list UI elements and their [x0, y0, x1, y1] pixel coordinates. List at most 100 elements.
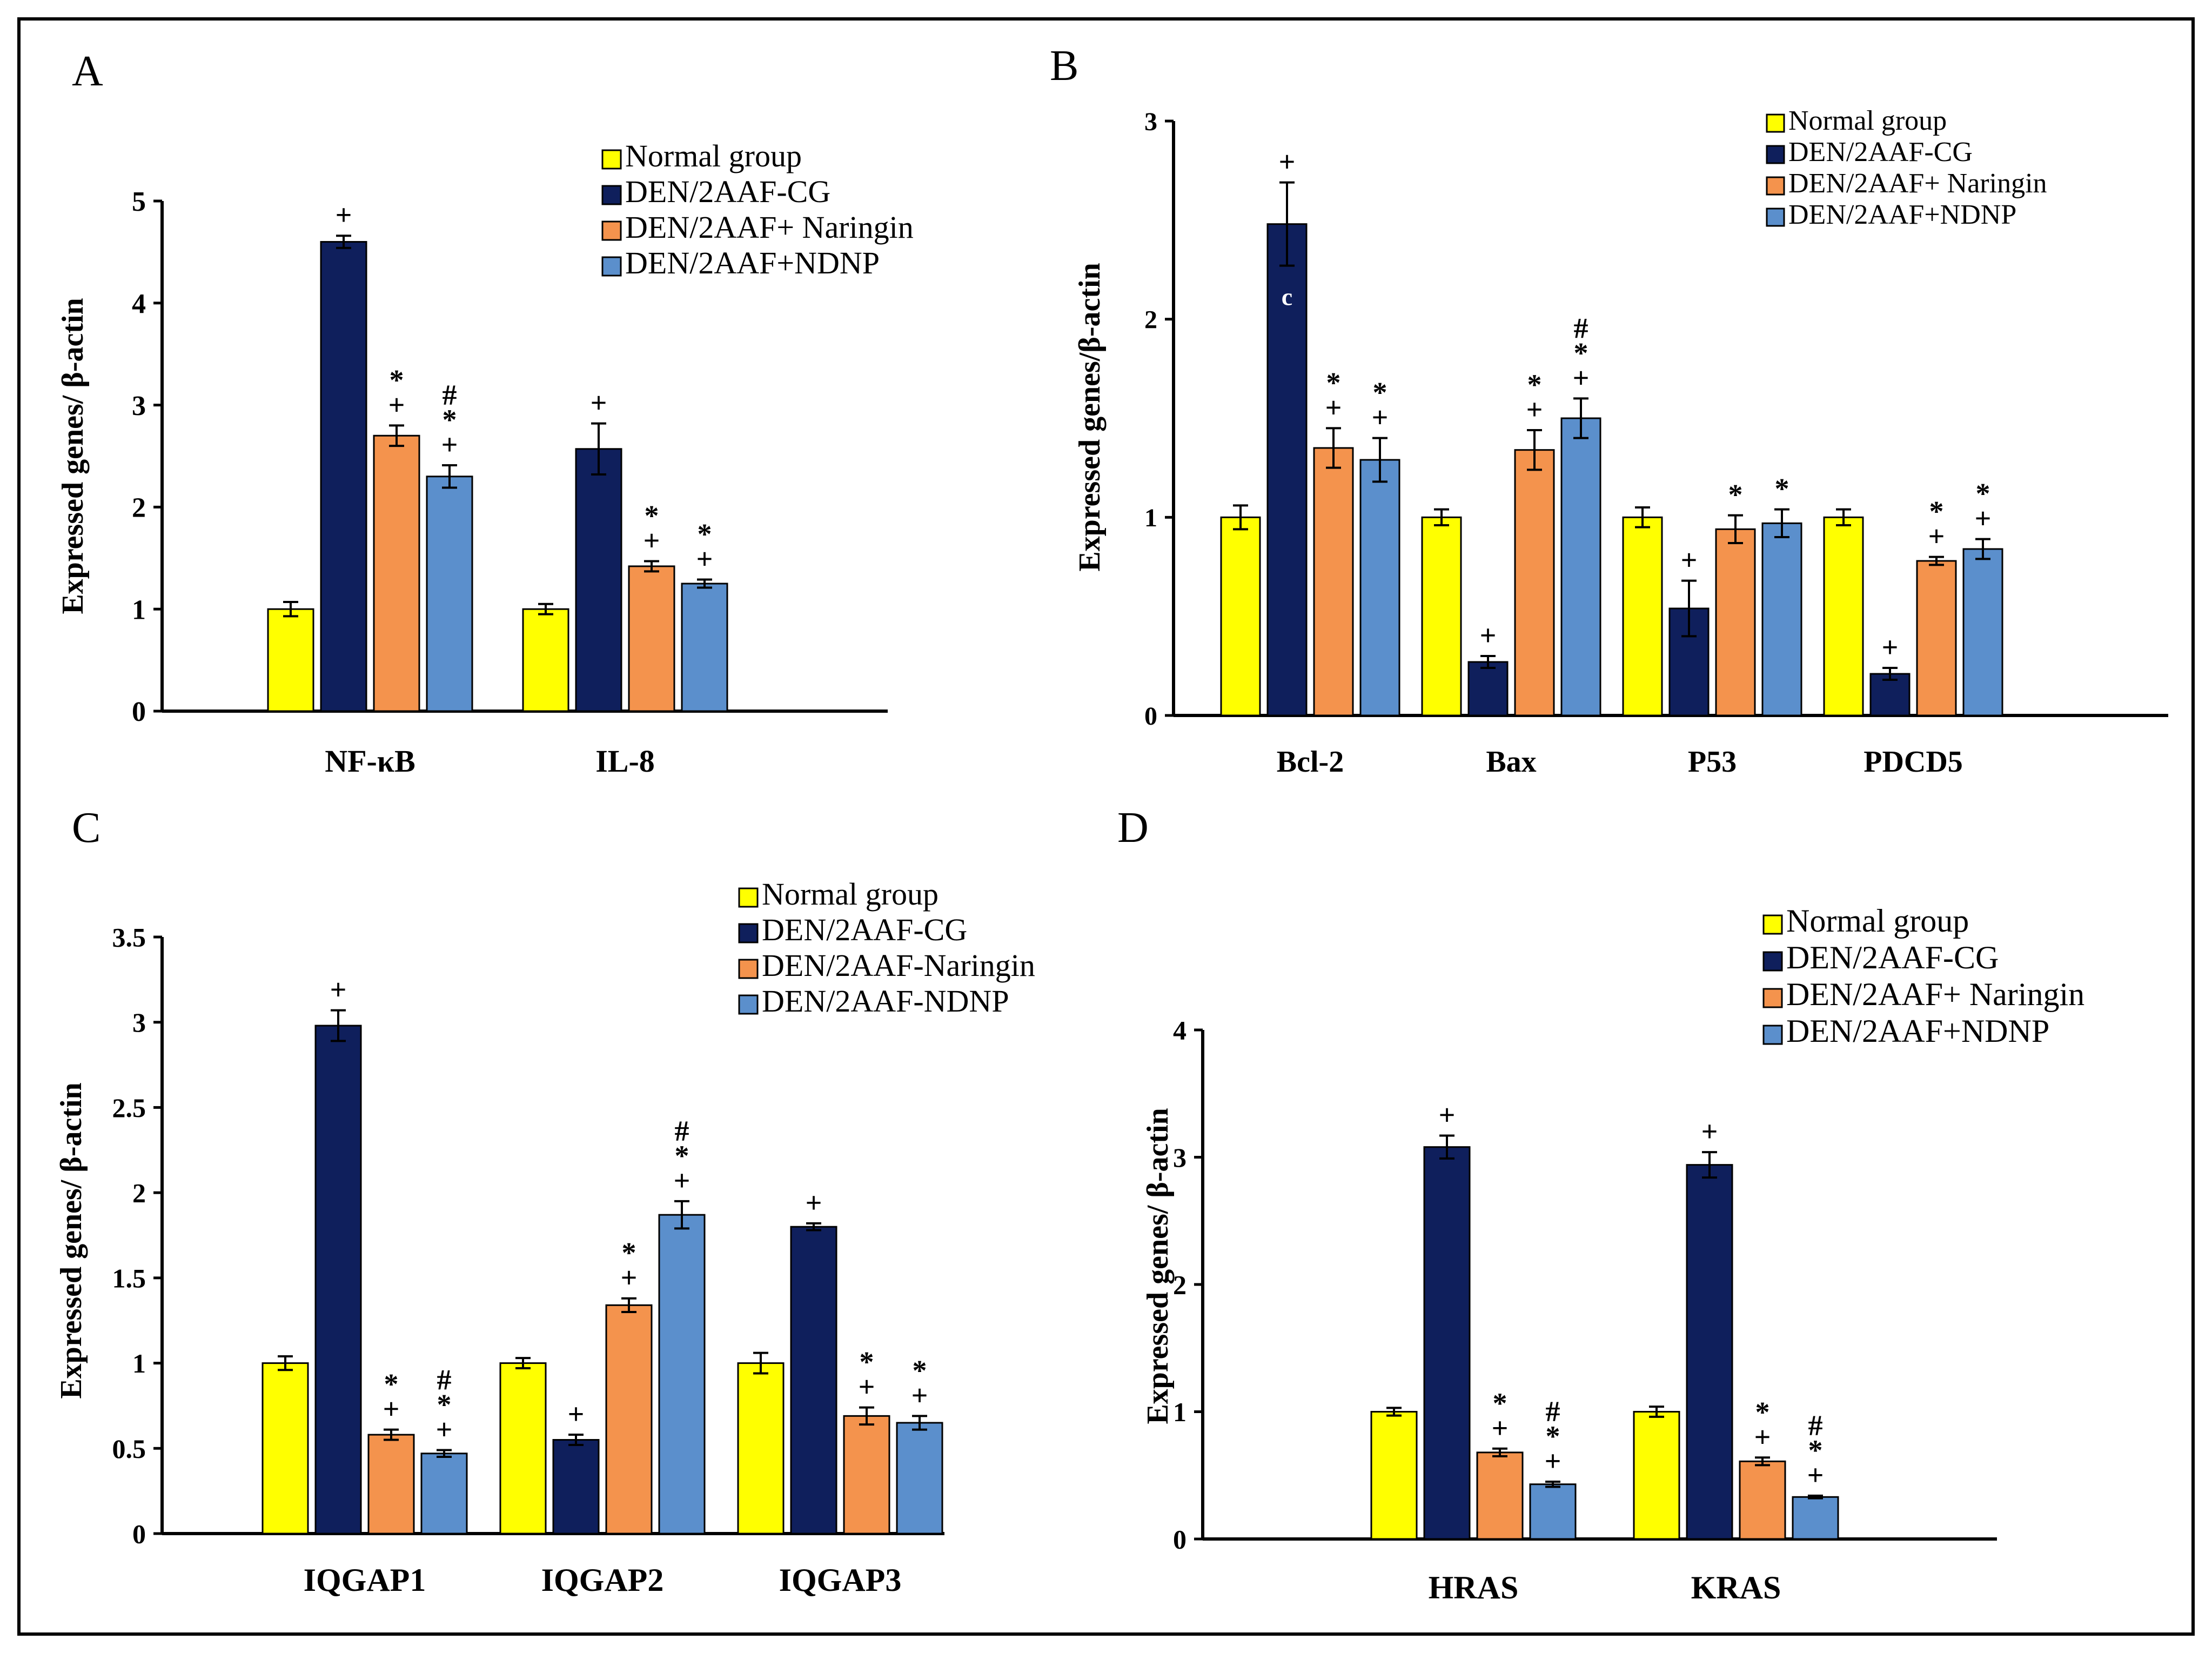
- significance-mark: +: [859, 1371, 875, 1403]
- bar: [1370, 1411, 1418, 1540]
- bar: [1560, 417, 1601, 717]
- bar: [1313, 447, 1354, 717]
- y-tick-label: 3: [132, 391, 146, 421]
- bar: [575, 448, 622, 712]
- bar: [367, 1434, 415, 1535]
- significance-mark: #: [1808, 1409, 1823, 1442]
- y-tick-label: 3: [1173, 1142, 1187, 1173]
- significance-mark: *: [1493, 1387, 1507, 1420]
- legend-label: Normal group: [762, 876, 939, 912]
- legend-swatch: [1762, 914, 1783, 935]
- legend-label: Normal group: [1786, 903, 1969, 939]
- significance-mark: *: [384, 1368, 399, 1401]
- bar: [605, 1304, 653, 1535]
- y-tick-label: 1: [1144, 504, 1157, 532]
- y-tick-label: 5: [132, 186, 146, 217]
- panel-letter: A: [72, 48, 103, 95]
- significance-mark: *: [390, 364, 404, 396]
- bar: [1823, 516, 1864, 717]
- panel-c: C 0 0.5 1 1.5 2 2.5 3 3.5 Expressed genes/ β-acti…: [55, 804, 1035, 1598]
- significance-mark: +: [696, 543, 713, 575]
- significance-mark: *: [1326, 366, 1341, 399]
- significance-mark: *: [675, 1140, 689, 1172]
- legend-swatch: [738, 994, 759, 1015]
- y-tick-label: 2.5: [112, 1093, 146, 1123]
- significance-mark: *: [1755, 1396, 1770, 1428]
- significance-mark: #: [675, 1115, 689, 1147]
- y-tick-label: 3: [132, 1007, 146, 1038]
- panel-letter: B: [1050, 42, 1078, 90]
- inner-bar-label: c: [1282, 283, 1292, 311]
- significance-mark: +: [591, 387, 607, 419]
- category-label: KRAS: [1691, 1570, 1781, 1605]
- significance-mark: *: [913, 1354, 927, 1387]
- legend-label: DEN/2AAF+ Naringin: [1786, 976, 2084, 1012]
- y-tick-label: 2: [1144, 305, 1157, 334]
- significance-mark: +: [1325, 391, 1342, 424]
- y-tick-label: 0.5: [112, 1434, 146, 1464]
- significance-mark: *: [1775, 473, 1789, 505]
- significance-mark: *: [1546, 1420, 1560, 1453]
- significance-mark: +: [674, 1165, 691, 1197]
- bar: [522, 608, 569, 712]
- bar: [1792, 1496, 1839, 1540]
- significance-mark: +: [330, 974, 347, 1006]
- y-tick-label: 1: [132, 594, 146, 625]
- bar: [658, 1214, 706, 1535]
- legend-label: DEN/2AAF+NDNP: [1786, 1013, 2049, 1049]
- legend-swatch: [1762, 951, 1783, 972]
- category-label: Bax: [1486, 745, 1536, 779]
- bar: [1529, 1483, 1577, 1540]
- significance-mark: *: [1527, 369, 1542, 401]
- bar: [628, 565, 675, 712]
- significance-mark: +: [436, 1413, 453, 1445]
- y-tick-label: 2: [132, 1178, 146, 1208]
- legend-label: DEN/2AAF-CG: [625, 174, 830, 209]
- y-tick-label: 3.5: [112, 922, 146, 953]
- significance-mark: +: [1573, 362, 1590, 394]
- y-tick-label: 1: [132, 1348, 146, 1378]
- bar: [1916, 560, 1957, 717]
- significance-mark: *: [1728, 479, 1743, 511]
- significance-mark: +: [1882, 631, 1899, 664]
- significance-mark: *: [1574, 337, 1588, 369]
- y-tick-label: 4: [132, 289, 146, 319]
- figure-frame: A 0 1 2 3 4 5 Expressed genes/ β-actin + + * + * # NF-…: [17, 17, 2195, 1636]
- significance-mark: +: [1975, 503, 1992, 535]
- significance-mark: #: [1546, 1395, 1560, 1428]
- bar: [737, 1362, 785, 1535]
- y-tick-label: 0: [132, 697, 146, 727]
- legend-label: DEN/2AAF-CG: [762, 912, 967, 947]
- legend-swatch: [1766, 208, 1785, 227]
- legend-label: DEN/2AAF+ Naringin: [625, 210, 914, 245]
- category-label: NF-κB: [325, 744, 415, 779]
- panel-letter: C: [72, 804, 100, 852]
- y-tick-label: 4: [1173, 1015, 1187, 1046]
- significance-mark: +: [383, 1393, 400, 1426]
- significance-mark: +: [1754, 1421, 1771, 1453]
- bar: [896, 1422, 943, 1535]
- bar: [681, 583, 728, 712]
- significance-mark: *: [1929, 496, 1944, 528]
- significance-mark: +: [1545, 1445, 1561, 1477]
- bar: [262, 1362, 309, 1535]
- legend-label: DEN/2AAF+NDNP: [625, 245, 880, 280]
- category-label: HRAS: [1429, 1570, 1519, 1605]
- significance-mark: *: [1373, 377, 1387, 409]
- y-tick-label: 0: [132, 1519, 146, 1549]
- significance-mark: +: [1372, 401, 1389, 434]
- significance-mark: *: [645, 499, 659, 532]
- significance-mark: +: [1492, 1412, 1509, 1444]
- bar: [1220, 516, 1261, 717]
- legend-label: Normal group: [1788, 105, 1947, 136]
- legend-swatch: [601, 149, 622, 170]
- y-tick-label: 0: [1173, 1524, 1187, 1555]
- legend-label: DEN/2AAF-Naringin: [762, 948, 1035, 983]
- legend-swatch: [1766, 145, 1785, 164]
- category-label: IQGAP2: [541, 1562, 664, 1598]
- y-tick-label: 2: [132, 493, 146, 524]
- legend-label: DEN/2AAF-CG: [1786, 940, 1999, 975]
